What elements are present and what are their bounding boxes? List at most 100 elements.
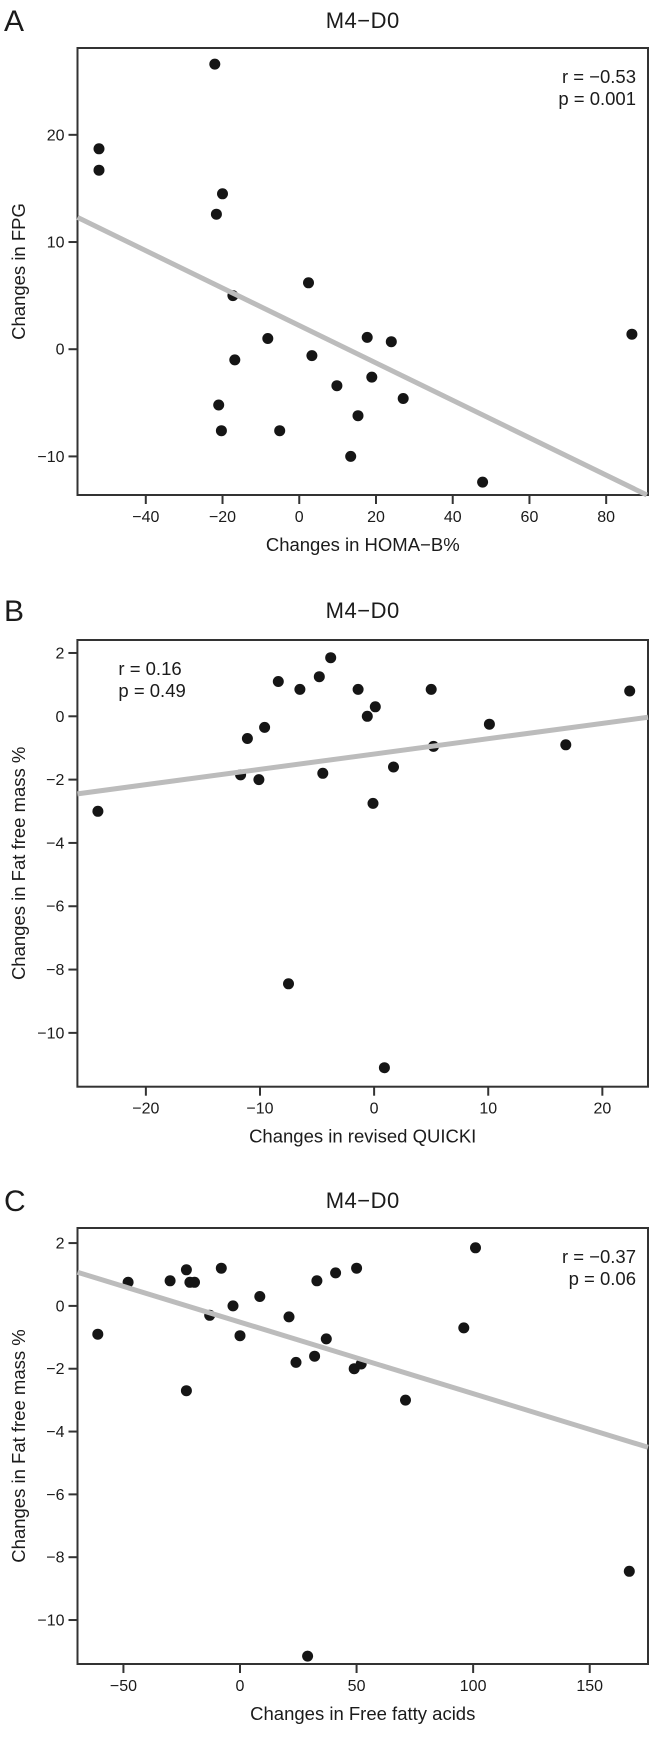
data-point — [241, 733, 253, 744]
data-point — [483, 718, 495, 730]
y-axis-title: Changes in FPG — [8, 203, 29, 340]
plot-box — [76, 1227, 649, 1665]
data-point — [311, 1275, 323, 1287]
x-tick-label: 20 — [367, 509, 385, 526]
data-point — [254, 1291, 266, 1302]
y-ticks: −10 −8 −6 −4 −2 0 2 — [37, 1236, 78, 1630]
x-axis-title: Changes in revised QUICKI — [249, 1126, 476, 1147]
x-tick-label: 0 — [236, 1678, 245, 1695]
data-point — [623, 1565, 635, 1577]
data-point — [397, 393, 409, 404]
panel-title: M4−D0 — [326, 598, 400, 623]
data-point — [309, 1350, 321, 1362]
data-point — [361, 331, 373, 343]
x-tick-label: 10 — [479, 1101, 497, 1118]
data-point — [313, 671, 325, 683]
plot-box — [76, 47, 649, 496]
data-point — [378, 1062, 390, 1074]
data-point — [331, 380, 343, 392]
data-point — [366, 371, 378, 383]
data-point — [217, 188, 228, 200]
data-point — [164, 1275, 176, 1287]
y-tick-label: 0 — [55, 709, 64, 726]
y-axis-title: Changes in Fat free mass % — [8, 1329, 29, 1562]
data-point — [325, 652, 337, 664]
data-point — [367, 797, 379, 809]
y-tick-label: 2 — [56, 1236, 65, 1253]
data-point — [330, 1267, 342, 1279]
data-point — [283, 1311, 295, 1323]
x-tick-label: 0 — [370, 1101, 379, 1118]
panel-letter: A — [4, 5, 24, 38]
x-tick-label: 0 — [295, 509, 304, 526]
data-point — [369, 701, 381, 713]
panel-c: C M4−D0 Changes in Free fatty acids Chan… — [4, 1185, 649, 1724]
panel-title: M4−D0 — [326, 8, 400, 33]
annotation-r-value: r = 0.16 — [118, 658, 181, 679]
y-tick-label: −8 — [46, 1550, 64, 1567]
y-ticks: −10 −8 −6 −4 −2 0 2 — [37, 645, 78, 1042]
scatter-points — [92, 1242, 635, 1662]
trend-line — [76, 1269, 649, 1450]
data-point — [229, 354, 241, 366]
x-tick-label: 80 — [597, 509, 615, 526]
y-tick-label: −6 — [46, 1487, 64, 1504]
data-point — [180, 1385, 192, 1397]
data-point — [283, 978, 294, 990]
panel-letter: C — [4, 1185, 26, 1218]
data-point — [227, 1300, 239, 1312]
annotation-p-value: p = 0.06 — [569, 1268, 636, 1289]
data-point — [385, 336, 397, 348]
x-tick-label: 100 — [460, 1678, 487, 1695]
annotation-p-value: p = 0.49 — [118, 680, 185, 701]
data-point — [180, 1264, 192, 1276]
y-tick-label: 10 — [47, 235, 65, 252]
data-point — [210, 208, 222, 220]
data-point — [209, 58, 221, 70]
x-tick-label: 60 — [521, 509, 539, 526]
data-point — [93, 164, 105, 176]
y-tick-label: −6 — [46, 899, 64, 916]
y-tick-label: −8 — [46, 962, 64, 979]
x-axis-title: Changes in Free fatty acids — [250, 1703, 475, 1724]
y-tick-label: 0 — [56, 1298, 65, 1315]
x-tick-label: −20 — [132, 1101, 159, 1118]
x-tick-label: 40 — [444, 509, 462, 526]
data-point — [470, 1242, 481, 1254]
data-point — [259, 721, 271, 733]
data-point — [458, 1322, 470, 1334]
x-tick-label: −20 — [209, 509, 236, 526]
data-point — [400, 1394, 411, 1406]
x-ticks: −50 0 50 100 150 — [110, 1664, 603, 1695]
data-point — [215, 1262, 227, 1274]
data-point — [290, 1356, 302, 1368]
data-point — [234, 1330, 246, 1342]
data-point — [560, 739, 572, 751]
y-tick-label: 20 — [47, 127, 65, 144]
x-ticks: −40 −20 0 20 40 60 80 — [132, 495, 615, 526]
y-ticks: −10 0 10 20 — [37, 127, 78, 466]
annotation-r-value: r = −0.53 — [562, 66, 636, 87]
data-point — [624, 685, 636, 697]
data-point — [388, 761, 399, 773]
data-point — [345, 450, 357, 462]
data-point — [92, 805, 104, 817]
panel-title: M4−D0 — [326, 1188, 400, 1213]
data-point — [352, 410, 364, 422]
x-tick-label: −50 — [110, 1678, 137, 1695]
data-point — [92, 1328, 104, 1340]
y-tick-label: 2 — [55, 645, 64, 662]
panel-b: B M4−D0 Changes in revised QUICKI Change… — [4, 595, 649, 1147]
data-point — [93, 143, 105, 155]
data-point — [189, 1276, 200, 1288]
annotation-r-value: r = −0.37 — [562, 1246, 636, 1267]
trend-line — [77, 714, 649, 797]
y-tick-label: −2 — [46, 1361, 64, 1378]
x-tick-label: −10 — [246, 1101, 273, 1118]
annotation-p-value: p = 0.001 — [558, 88, 636, 109]
y-tick-label: −10 — [37, 1613, 64, 1630]
x-tick-label: 50 — [348, 1678, 366, 1695]
x-ticks: −20 −10 0 10 20 — [132, 1086, 611, 1118]
data-point — [274, 425, 286, 437]
